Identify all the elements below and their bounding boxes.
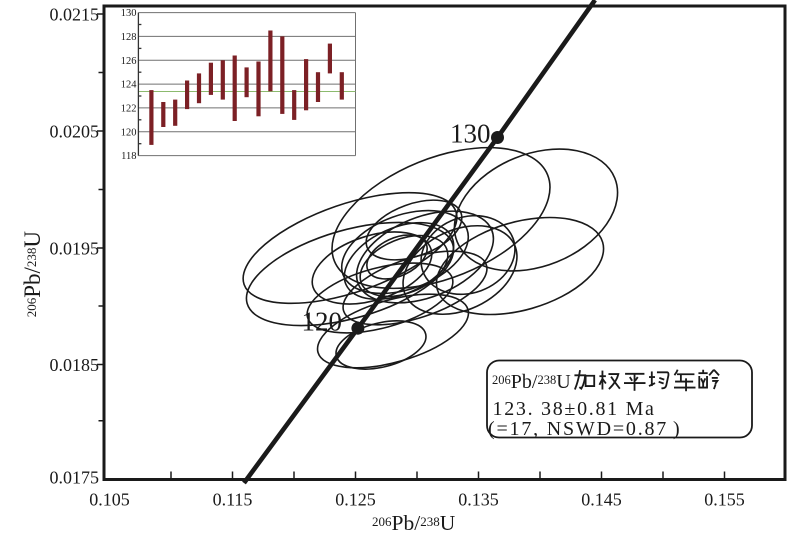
svg-text:123. 38±0.81 Ma: 123. 38±0.81 Ma bbox=[493, 398, 656, 420]
svg-text:122: 122 bbox=[121, 103, 137, 114]
svg-text:0.0205: 0.0205 bbox=[50, 121, 100, 141]
svg-text:0.0175: 0.0175 bbox=[50, 467, 100, 487]
svg-text:130: 130 bbox=[121, 8, 137, 19]
svg-text:0.125: 0.125 bbox=[335, 490, 376, 510]
svg-text:128: 128 bbox=[121, 32, 137, 43]
svg-text:206Pb/238U: 206Pb/238U bbox=[372, 511, 456, 532]
svg-text:120: 120 bbox=[121, 127, 137, 138]
svg-text:0.0215: 0.0215 bbox=[50, 4, 100, 24]
svg-text:): ) bbox=[673, 418, 680, 440]
svg-text:120: 120 bbox=[302, 307, 343, 337]
svg-text:0.155: 0.155 bbox=[704, 490, 745, 510]
svg-text:0.0185: 0.0185 bbox=[50, 355, 100, 375]
svg-text:0.0195: 0.0195 bbox=[50, 238, 100, 258]
svg-text:118: 118 bbox=[121, 151, 136, 162]
svg-text:0.105: 0.105 bbox=[89, 490, 130, 510]
svg-text:0.135: 0.135 bbox=[458, 490, 499, 510]
svg-text:(=17, NSWD=0.87: (=17, NSWD=0.87 bbox=[488, 418, 668, 440]
svg-text:0.145: 0.145 bbox=[581, 490, 622, 510]
svg-text:130: 130 bbox=[450, 119, 491, 149]
svg-text:126: 126 bbox=[121, 56, 137, 67]
svg-text:0.115: 0.115 bbox=[213, 490, 253, 510]
svg-text:124: 124 bbox=[121, 80, 138, 91]
